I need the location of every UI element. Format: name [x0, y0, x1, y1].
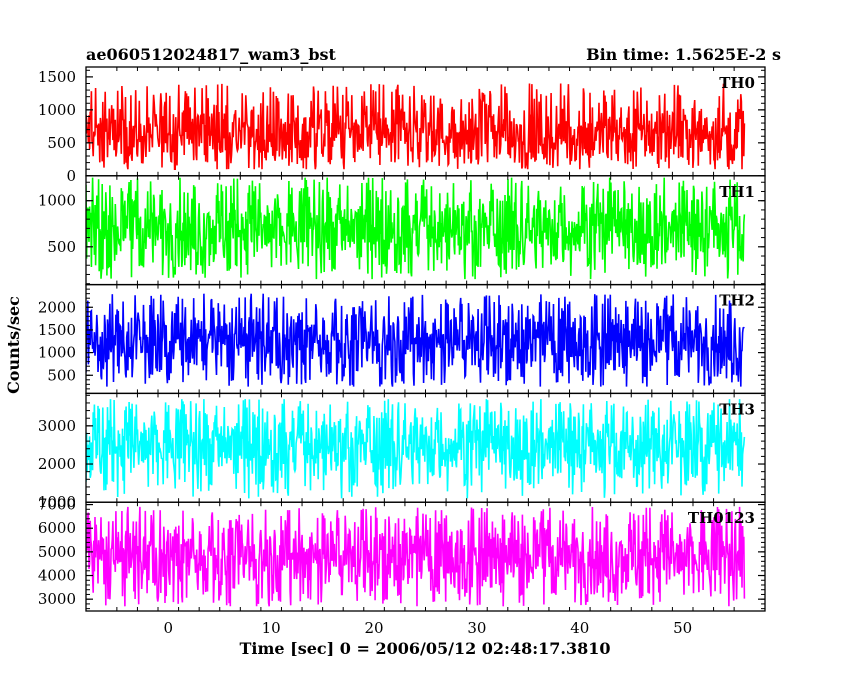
x-axis-label: Time [sec] 0 = 2006/05/12 02:48:17.3810	[239, 639, 610, 658]
y-tick-label: 1500	[38, 321, 76, 339]
x-tick-label: 50	[673, 619, 692, 637]
panel-label: TH3	[719, 400, 755, 418]
series-th0	[86, 83, 746, 170]
y-tick-label: 7000	[38, 496, 76, 514]
x-tick-label: 20	[365, 619, 384, 637]
y-tick-label: 4000	[38, 567, 76, 585]
y-tick-label: 1000	[38, 192, 76, 210]
chart-title-left: ae060512024817_wam3_bst	[86, 45, 337, 64]
panel-label: TH1	[719, 183, 755, 201]
panel-label: TH0	[719, 74, 755, 92]
y-tick-label: 2000	[38, 455, 76, 473]
y-tick-label: 1000	[38, 344, 76, 362]
chart-title-right: Bin time: 1.5625E-2 s	[586, 45, 781, 64]
panels: 0 500 1000 1500 TH0 500 1000 TH1 500 1000 1500 2000…	[38, 66, 766, 612]
y-axis-label: Counts/sec	[4, 296, 23, 394]
panel-th2: 500 1000 1500 2000 TH2	[38, 283, 766, 395]
panel-th1: 500 1000 TH1	[38, 175, 766, 286]
y-tick-label: 1000	[38, 101, 76, 119]
series-th3	[86, 399, 746, 499]
y-tick-label: 1500	[38, 68, 76, 86]
series-th2	[86, 293, 745, 387]
y-tick-label: 0	[66, 167, 76, 185]
y-tick-label: 3000	[38, 417, 76, 435]
y-tick-label: 500	[47, 134, 76, 152]
y-tick-label: 3000	[38, 590, 76, 608]
panel-th3: 1000 2000 3000 TH3	[38, 392, 766, 511]
x-tick-label: 40	[570, 619, 589, 637]
panel-th0: 0 500 1000 1500 TH0	[38, 66, 766, 185]
y-tick-label: 5000	[38, 543, 76, 561]
y-tick-label: 1000	[38, 493, 76, 511]
panel-label: TH0123	[688, 509, 755, 527]
x-tick-label: 10	[262, 619, 281, 637]
y-tick-label: 500	[47, 238, 76, 256]
panel-label: TH2	[719, 292, 755, 310]
x-axis: 0 10 20 30 40 50	[164, 619, 693, 637]
y-tick-label: 500	[47, 366, 76, 384]
y-tick-label: 6000	[38, 519, 76, 537]
x-tick-label: 0	[164, 619, 174, 637]
x-tick-label: 30	[467, 619, 486, 637]
series-th1	[86, 177, 746, 280]
panel-th0123: 3000 4000 5000 6000 7000 TH0123	[38, 496, 766, 612]
y-tick-label: 2000	[38, 298, 76, 316]
series-th0123	[86, 506, 746, 607]
